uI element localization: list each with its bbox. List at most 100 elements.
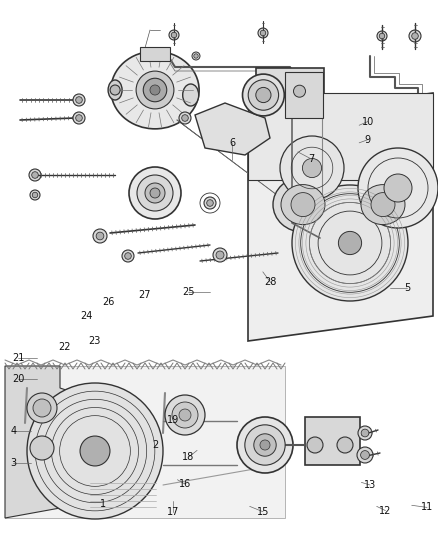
Circle shape xyxy=(337,437,353,453)
Text: 25: 25 xyxy=(182,287,194,297)
Circle shape xyxy=(143,78,167,102)
Circle shape xyxy=(110,85,120,95)
Circle shape xyxy=(165,395,205,435)
Circle shape xyxy=(213,248,227,262)
Circle shape xyxy=(377,31,387,41)
Circle shape xyxy=(260,440,270,450)
Circle shape xyxy=(169,30,179,40)
Circle shape xyxy=(122,250,134,262)
Text: 6: 6 xyxy=(229,138,235,148)
Circle shape xyxy=(291,192,315,216)
Circle shape xyxy=(237,417,293,473)
Circle shape xyxy=(33,399,51,417)
Text: 23: 23 xyxy=(88,336,100,345)
Ellipse shape xyxy=(273,177,333,232)
Circle shape xyxy=(245,425,285,465)
Circle shape xyxy=(339,231,362,255)
Circle shape xyxy=(137,175,173,211)
Circle shape xyxy=(27,383,163,519)
Circle shape xyxy=(248,80,279,110)
Circle shape xyxy=(93,229,107,243)
Text: 13: 13 xyxy=(364,480,376,490)
Polygon shape xyxy=(248,93,433,341)
Text: 18: 18 xyxy=(182,453,194,462)
Circle shape xyxy=(182,115,188,122)
Ellipse shape xyxy=(353,177,413,232)
Circle shape xyxy=(30,436,54,460)
Circle shape xyxy=(292,185,408,301)
Circle shape xyxy=(360,450,369,459)
Circle shape xyxy=(409,30,421,42)
Text: 4: 4 xyxy=(10,426,16,435)
Circle shape xyxy=(307,437,323,453)
Text: 19: 19 xyxy=(167,415,179,425)
Text: 15: 15 xyxy=(257,507,269,516)
Circle shape xyxy=(358,426,372,440)
Text: 21: 21 xyxy=(12,353,25,363)
Circle shape xyxy=(243,74,284,116)
Ellipse shape xyxy=(183,84,199,106)
Circle shape xyxy=(371,192,395,216)
Ellipse shape xyxy=(281,184,325,224)
Circle shape xyxy=(357,447,373,463)
Circle shape xyxy=(32,172,38,179)
Circle shape xyxy=(76,115,82,122)
Circle shape xyxy=(361,429,369,437)
Circle shape xyxy=(384,174,412,202)
Circle shape xyxy=(254,434,276,456)
Circle shape xyxy=(29,169,41,181)
Circle shape xyxy=(379,33,385,39)
Circle shape xyxy=(73,94,85,106)
Circle shape xyxy=(32,192,38,198)
Text: 28: 28 xyxy=(265,278,277,287)
Text: 24: 24 xyxy=(81,311,93,320)
Circle shape xyxy=(145,183,165,203)
Ellipse shape xyxy=(361,184,405,224)
Circle shape xyxy=(73,112,85,124)
Bar xyxy=(285,72,323,118)
Circle shape xyxy=(179,112,191,124)
Circle shape xyxy=(216,251,224,259)
Circle shape xyxy=(171,33,177,38)
Circle shape xyxy=(204,197,216,209)
Circle shape xyxy=(256,87,271,102)
Text: 3: 3 xyxy=(10,458,16,467)
Circle shape xyxy=(136,71,174,109)
Text: 11: 11 xyxy=(421,503,433,512)
Circle shape xyxy=(280,136,344,200)
Circle shape xyxy=(80,436,110,466)
Text: 22: 22 xyxy=(59,342,71,352)
Circle shape xyxy=(293,85,305,97)
Text: 26: 26 xyxy=(102,297,115,306)
Bar xyxy=(256,68,324,122)
Circle shape xyxy=(260,30,266,36)
Bar xyxy=(140,46,170,61)
Circle shape xyxy=(412,33,418,39)
Text: 27: 27 xyxy=(138,290,151,300)
Text: 9: 9 xyxy=(365,135,371,144)
Circle shape xyxy=(192,52,200,60)
Circle shape xyxy=(129,167,181,219)
Text: 2: 2 xyxy=(152,440,159,450)
Text: 17: 17 xyxy=(167,507,179,516)
Circle shape xyxy=(76,96,82,103)
Text: 20: 20 xyxy=(12,375,25,384)
Bar xyxy=(5,366,285,518)
Circle shape xyxy=(302,158,321,177)
Ellipse shape xyxy=(108,80,122,100)
Text: 16: 16 xyxy=(179,479,191,489)
Text: 12: 12 xyxy=(379,506,392,515)
Circle shape xyxy=(150,188,160,198)
Text: 1: 1 xyxy=(100,499,106,508)
Circle shape xyxy=(179,409,191,421)
Circle shape xyxy=(125,253,131,259)
Text: 10: 10 xyxy=(362,117,374,126)
Circle shape xyxy=(258,28,268,38)
Circle shape xyxy=(172,402,198,428)
Text: 5: 5 xyxy=(404,283,410,293)
Circle shape xyxy=(194,54,198,58)
Text: 7: 7 xyxy=(308,154,314,164)
Bar xyxy=(248,93,433,180)
Circle shape xyxy=(150,85,160,95)
Circle shape xyxy=(27,393,57,423)
